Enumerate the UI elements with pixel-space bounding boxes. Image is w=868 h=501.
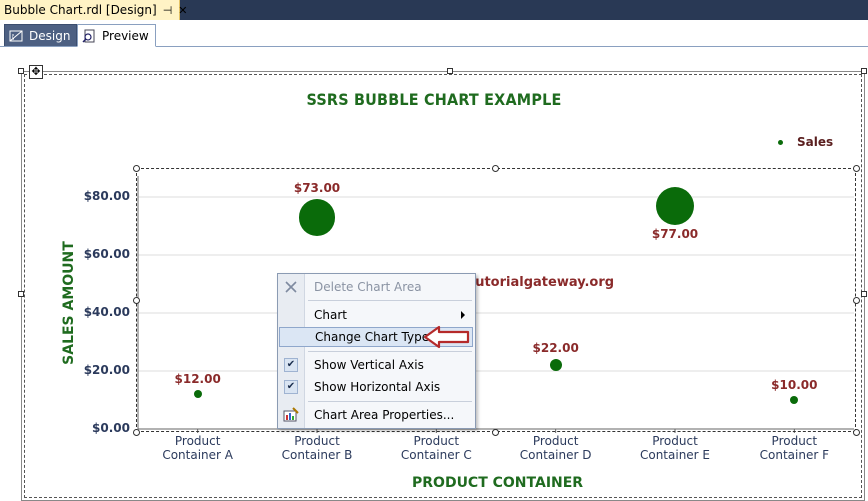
plot-resize-handle[interactable] bbox=[492, 429, 499, 436]
menu-item-label: Show Vertical Axis bbox=[314, 358, 424, 372]
document-tab[interactable]: Bubble Chart.rdl [Design] ⊣ ✕ bbox=[0, 0, 180, 20]
move-handle-icon[interactable]: ✥ bbox=[29, 65, 43, 79]
menu-item-show-horizontal-axis[interactable]: ✔ Show Horizontal Axis bbox=[279, 377, 473, 397]
annotation-arrow-icon bbox=[422, 325, 472, 349]
menu-item-label: Show Horizontal Axis bbox=[314, 380, 440, 394]
resize-handle[interactable] bbox=[861, 68, 867, 74]
legend-marker bbox=[778, 140, 783, 145]
y-tick-label: $20.00 bbox=[70, 363, 130, 377]
menu-item-label: Chart bbox=[314, 308, 347, 322]
delete-x-icon bbox=[283, 279, 299, 295]
preview-page-icon bbox=[82, 29, 98, 43]
tab-preview-label: Preview bbox=[102, 29, 149, 43]
plot-resize-handle[interactable] bbox=[133, 429, 140, 436]
plot-resize-handle[interactable] bbox=[492, 165, 499, 172]
x-tick-label: Product Container A bbox=[158, 434, 238, 462]
bubble-point[interactable] bbox=[550, 359, 562, 371]
data-label: $10.00 bbox=[764, 378, 824, 392]
x-tick-label: Product Container B bbox=[277, 434, 357, 462]
x-tick-label: Product Container F bbox=[754, 434, 834, 462]
data-label: $77.00 bbox=[645, 227, 705, 241]
chart-title[interactable]: SSRS BUBBLE CHART EXAMPLE bbox=[0, 90, 868, 109]
design-ruler-icon bbox=[9, 29, 25, 43]
legend-entry-sales: Sales bbox=[797, 135, 833, 149]
menu-separator bbox=[308, 300, 472, 301]
menu-item-chart[interactable]: Chart bbox=[279, 305, 473, 325]
close-icon[interactable]: ✕ bbox=[178, 4, 187, 17]
y-tick-label: $40.00 bbox=[70, 305, 130, 319]
chart-legend[interactable]: Sales bbox=[778, 135, 833, 149]
pin-icon[interactable]: ⊣ bbox=[163, 4, 173, 17]
y-tick-label: $60.00 bbox=[70, 247, 130, 261]
resize-handle[interactable] bbox=[861, 291, 867, 297]
properties-icon bbox=[283, 407, 299, 423]
resize-handle[interactable] bbox=[18, 291, 24, 297]
submenu-arrow-icon bbox=[461, 311, 465, 319]
data-label: $12.00 bbox=[168, 372, 228, 386]
watermark: ©tutorialgateway.org bbox=[456, 275, 614, 290]
checkmark-icon: ✔ bbox=[283, 379, 299, 395]
y-tick-label: $0.00 bbox=[70, 421, 130, 435]
menu-separator bbox=[308, 401, 472, 402]
x-tick-label: Product Container E bbox=[635, 434, 715, 462]
context-menu: Delete Chart Area Chart Change Chart Typ… bbox=[277, 273, 476, 429]
resize-handle[interactable] bbox=[447, 68, 453, 74]
bubble-point[interactable] bbox=[299, 199, 336, 236]
plot-resize-handle[interactable] bbox=[133, 297, 140, 304]
view-tab-strip: Design Preview bbox=[0, 20, 868, 47]
menu-separator bbox=[308, 351, 472, 352]
plot-resize-handle[interactable] bbox=[853, 429, 860, 436]
menu-item-chart-area-properties[interactable]: Chart Area Properties... bbox=[279, 405, 473, 425]
tab-design-label: Design bbox=[29, 29, 70, 43]
menu-item-label: Chart Area Properties... bbox=[314, 408, 454, 422]
y-tick-label: $80.00 bbox=[70, 189, 130, 203]
document-tab-title: Bubble Chart.rdl [Design] bbox=[4, 3, 157, 17]
resize-handle[interactable] bbox=[18, 68, 24, 74]
plot-resize-handle[interactable] bbox=[853, 297, 860, 304]
plot-resize-handle[interactable] bbox=[133, 165, 140, 172]
data-label: $22.00 bbox=[526, 341, 586, 355]
menu-item-label: Delete Chart Area bbox=[314, 280, 422, 294]
bubble-point[interactable] bbox=[194, 390, 202, 398]
tab-design[interactable]: Design bbox=[4, 24, 77, 46]
checkmark-icon: ✔ bbox=[283, 357, 299, 373]
menu-item-show-vertical-axis[interactable]: ✔ Show Vertical Axis bbox=[279, 355, 473, 375]
x-tick-label: Product Container C bbox=[396, 434, 476, 462]
plot-resize-handle[interactable] bbox=[853, 165, 860, 172]
tab-preview[interactable]: Preview bbox=[77, 24, 156, 47]
x-axis-title[interactable]: PRODUCT CONTAINER bbox=[412, 475, 583, 491]
data-label: $73.00 bbox=[287, 181, 347, 195]
chart-area-selection[interactable] bbox=[136, 168, 856, 432]
menu-item-delete-chart-area[interactable]: Delete Chart Area bbox=[279, 277, 473, 297]
x-tick-label: Product Container D bbox=[516, 434, 596, 462]
bubble-point[interactable] bbox=[656, 187, 694, 225]
document-tab-bar: Bubble Chart.rdl [Design] ⊣ ✕ bbox=[0, 0, 868, 20]
